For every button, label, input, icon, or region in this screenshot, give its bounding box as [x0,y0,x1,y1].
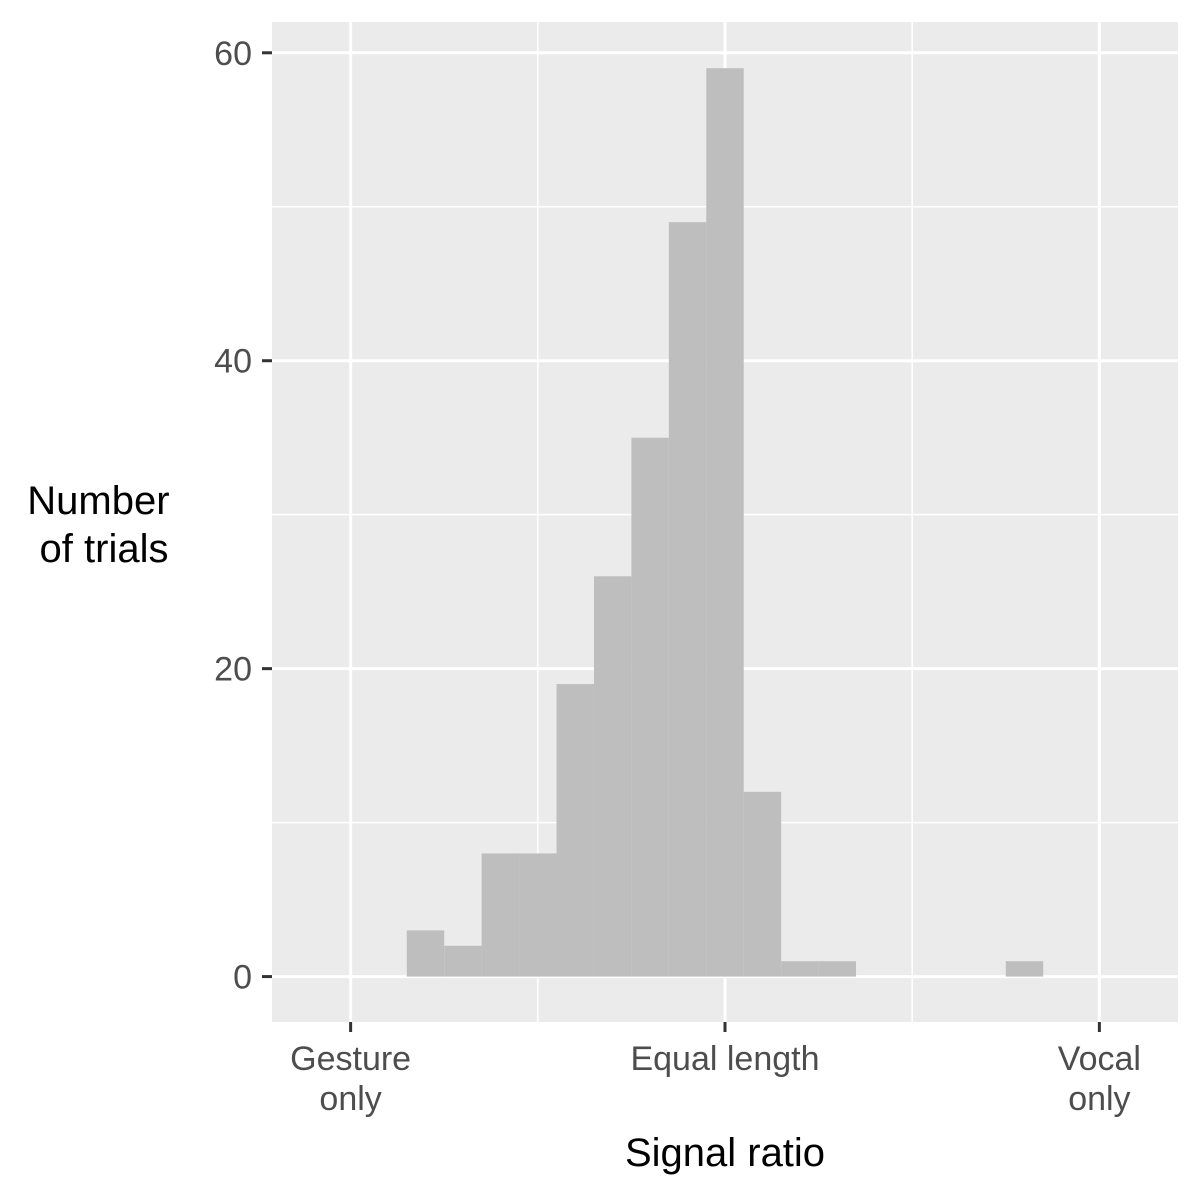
histogram-bar [818,961,857,977]
y-tick-label: 20 [214,651,252,689]
histogram-bar [481,853,520,977]
y-axis-title: Number of trials [27,479,180,571]
histogram-bar [406,930,445,977]
histogram-bar [781,961,819,977]
x-tick-label-line: Gesture [290,1040,411,1078]
histogram-bar [556,684,594,977]
histogram-bar [593,576,632,977]
histogram-bar [706,68,744,977]
x-tick-label: Vocal only [1058,1040,1141,1118]
histogram-bar [743,791,782,977]
x-tick-label-line: Equal length [630,1040,819,1078]
histogram-bar [444,945,482,977]
histogram-bar [631,437,669,977]
histogram-bar [668,222,707,977]
x-tick-label: Equal length [630,1040,819,1078]
histogram-bars [406,68,1044,977]
x-tick-label: Gesture only [290,1040,411,1118]
y-axis-title-line-1: Number [27,479,169,523]
x-tick-label-line: only [319,1080,381,1118]
y-tick-label: 0 [233,959,252,997]
histogram-bar [519,853,557,977]
y-tick-label: 60 [214,35,252,73]
x-axis-title: Signal ratio [625,1131,825,1175]
y-tick-label: 40 [214,343,252,381]
x-tick-label-line: only [1068,1080,1130,1118]
y-axis-title-line-2: of trials [40,527,169,571]
x-tick-label-line: Vocal [1058,1040,1141,1078]
histogram-bar [1005,961,1044,977]
